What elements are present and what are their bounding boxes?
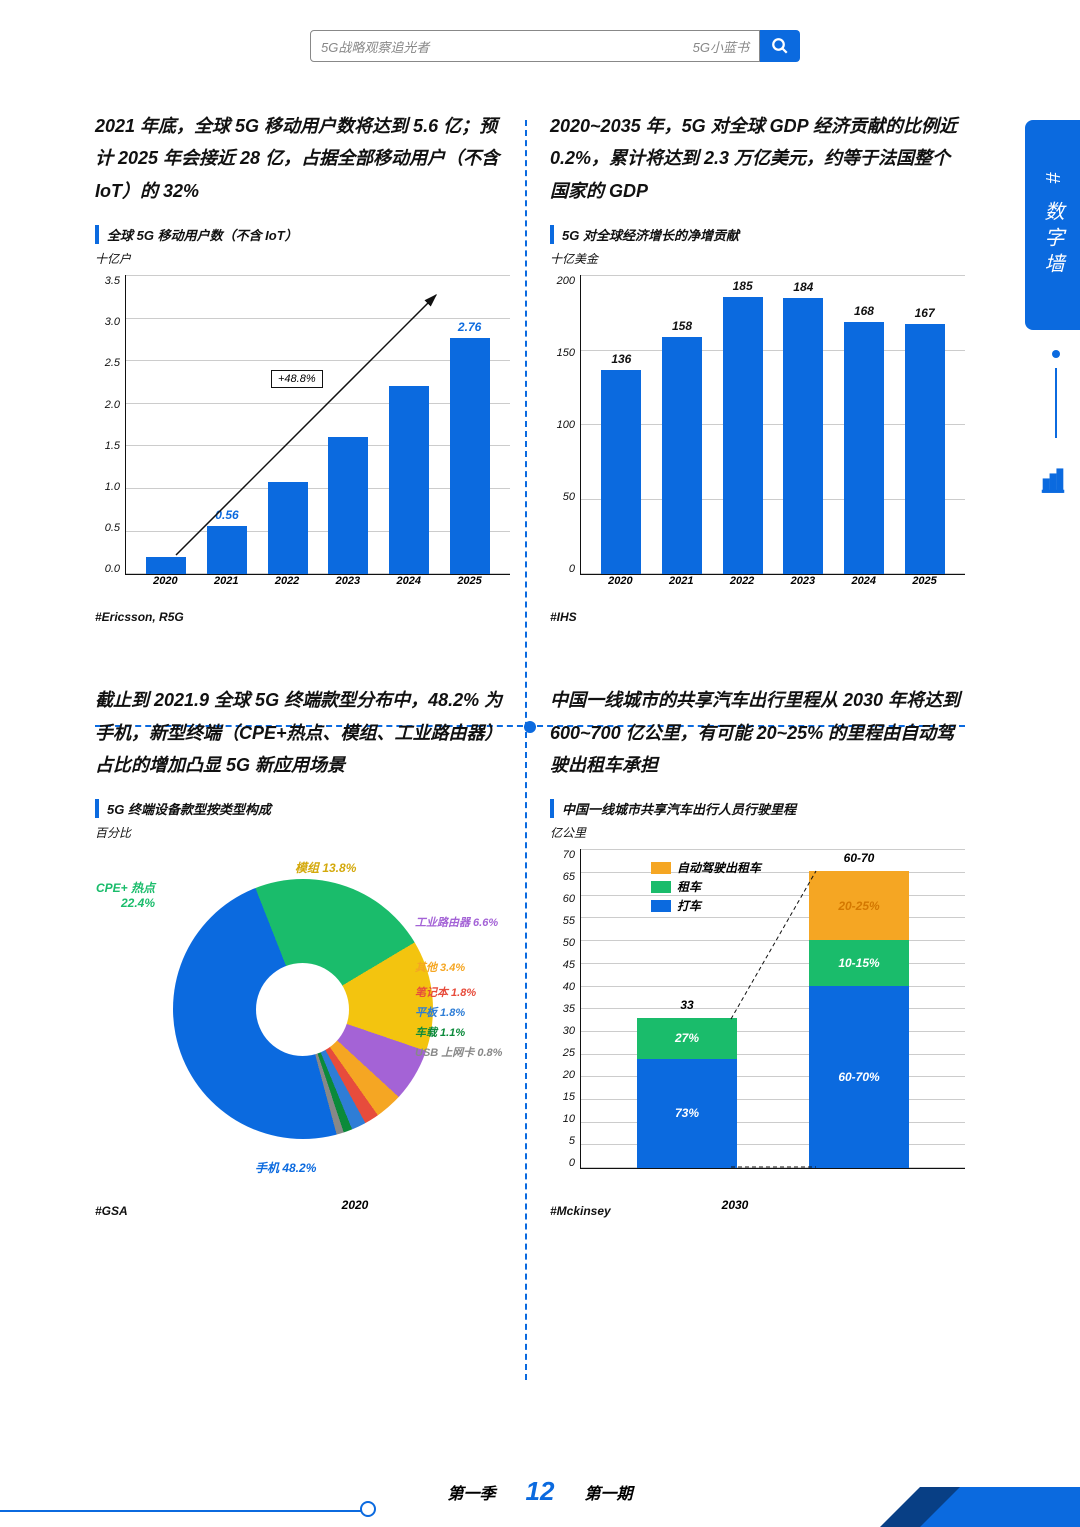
- chart-unit: 亿公里: [550, 824, 965, 841]
- panel-top-left: 2021 年底，全球 5G 移动用户数将达到 5.6 亿；预计 2025 年会接…: [95, 110, 510, 624]
- page-number: 12: [526, 1476, 555, 1507]
- chart-source: #IHS: [550, 610, 965, 624]
- donut-slice-label: 模组 13.8%: [295, 859, 356, 876]
- footer-left: 第一季: [448, 1480, 496, 1504]
- chart-legend: 自动驾驶出租车租车打车: [651, 859, 761, 916]
- panel-top-right: 2020~2035 年，5G 对全球 GDP 经济贡献的比例近 0.2%，累计将…: [550, 110, 965, 624]
- donut-slice-label: 手机 48.2%: [255, 1159, 316, 1176]
- y-axis: 050100150200: [550, 275, 580, 595]
- headline: 中国一线城市的共享汽车出行里程从 2030 年将达到 600~700 亿公里，有…: [550, 684, 965, 781]
- donut-slice-label: USB 上网卡 0.8%: [415, 1044, 502, 1060]
- donut-slice-label: 其他 3.4%: [415, 959, 465, 975]
- search-icon: [771, 37, 789, 55]
- search-hint: 5G小蓝书: [693, 37, 749, 56]
- y-axis: 0510152025303540455055606570: [550, 849, 580, 1189]
- chart-source: #Ericsson, R5G: [95, 610, 510, 624]
- search-button[interactable]: [760, 30, 800, 62]
- side-decoration: [1052, 350, 1060, 438]
- plot-area: 0.562.76 +48.8%: [125, 275, 510, 575]
- side-tab-label: # 数字墙: [1038, 172, 1067, 279]
- page-footer: 第一季 12 第一期: [0, 1476, 1080, 1507]
- plot-area: 73%27%3360-70%10-15%20-25%60-70 自动驾驶出租车租…: [580, 849, 965, 1169]
- x-axis-labels: 20202030: [125, 1198, 965, 1218]
- x-axis-labels: 202020212022202320242025: [125, 575, 510, 595]
- main-grid: 2021 年底，全球 5G 移动用户数将达到 5.6 亿；预计 2025 年会接…: [95, 110, 965, 1218]
- headline: 2021 年底，全球 5G 移动用户数将达到 5.6 亿；预计 2025 年会接…: [95, 110, 510, 207]
- chart-title: 全球 5G 移动用户数（不含 IoT）: [95, 225, 510, 244]
- chart-unit: 十亿美金: [550, 250, 965, 267]
- donut-slice-label: 平板 1.8%: [415, 1004, 465, 1020]
- footer-right: 第一期: [584, 1480, 632, 1504]
- chart-title: 5G 终端设备款型按类型构成: [95, 799, 510, 818]
- side-tab: # 数字墙: [1025, 120, 1080, 330]
- chart-unit: 百分比: [95, 824, 510, 841]
- plot-area: 136158185184168167: [580, 275, 965, 575]
- panel-bottom-left: 截止到 2021.9 全球 5G 终端款型分布中，48.2% 为手机，新型终端（…: [95, 684, 510, 1218]
- headline: 2020~2035 年，5G 对全球 GDP 经济贡献的比例近 0.2%，累计将…: [550, 110, 965, 207]
- headline: 截止到 2021.9 全球 5G 终端款型分布中，48.2% 为手机，新型终端（…: [95, 684, 510, 781]
- search-placeholder: 5G战略观察追光者: [321, 37, 429, 56]
- chart-title: 中国一线城市共享汽车出行人员行驶里程: [550, 799, 965, 818]
- chart-title: 5G 对全球经济增长的净增贡献: [550, 225, 965, 244]
- bar-chart-1: 0.00.51.01.52.02.53.03.5 0.562.76 +48.8%…: [95, 275, 510, 595]
- chart-bar-icon: [1038, 465, 1068, 502]
- donut-slice-label: 笔记本 1.8%: [415, 984, 476, 1000]
- panel-bottom-right: 中国一线城市的共享汽车出行里程从 2030 年将达到 600~700 亿公里，有…: [550, 684, 965, 1218]
- donut-slice-label: 车载 1.1%: [415, 1024, 465, 1040]
- donut-chart: 手机 48.2%CPE+ 热点 22.4%模组 13.8%工业路由器 6.6%其…: [95, 849, 510, 1189]
- search-input[interactable]: 5G战略观察追光者 5G小蓝书: [310, 30, 760, 62]
- y-axis: 0.00.51.01.52.02.53.03.5: [95, 275, 125, 595]
- bar-chart-2: 050100150200 136158185184168167 20202021…: [550, 275, 965, 595]
- donut-slice-label: CPE+ 热点 22.4%: [85, 879, 155, 910]
- stacked-bar-chart: 0510152025303540455055606570 73%27%3360-…: [550, 849, 965, 1189]
- donut-slice-label: 工业路由器 6.6%: [415, 914, 498, 930]
- chart-unit: 十亿户: [95, 250, 510, 267]
- x-axis-labels: 202020212022202320242025: [580, 575, 965, 595]
- search-bar: 5G战略观察追光者 5G小蓝书: [310, 30, 800, 62]
- growth-annotation: +48.8%: [271, 370, 323, 388]
